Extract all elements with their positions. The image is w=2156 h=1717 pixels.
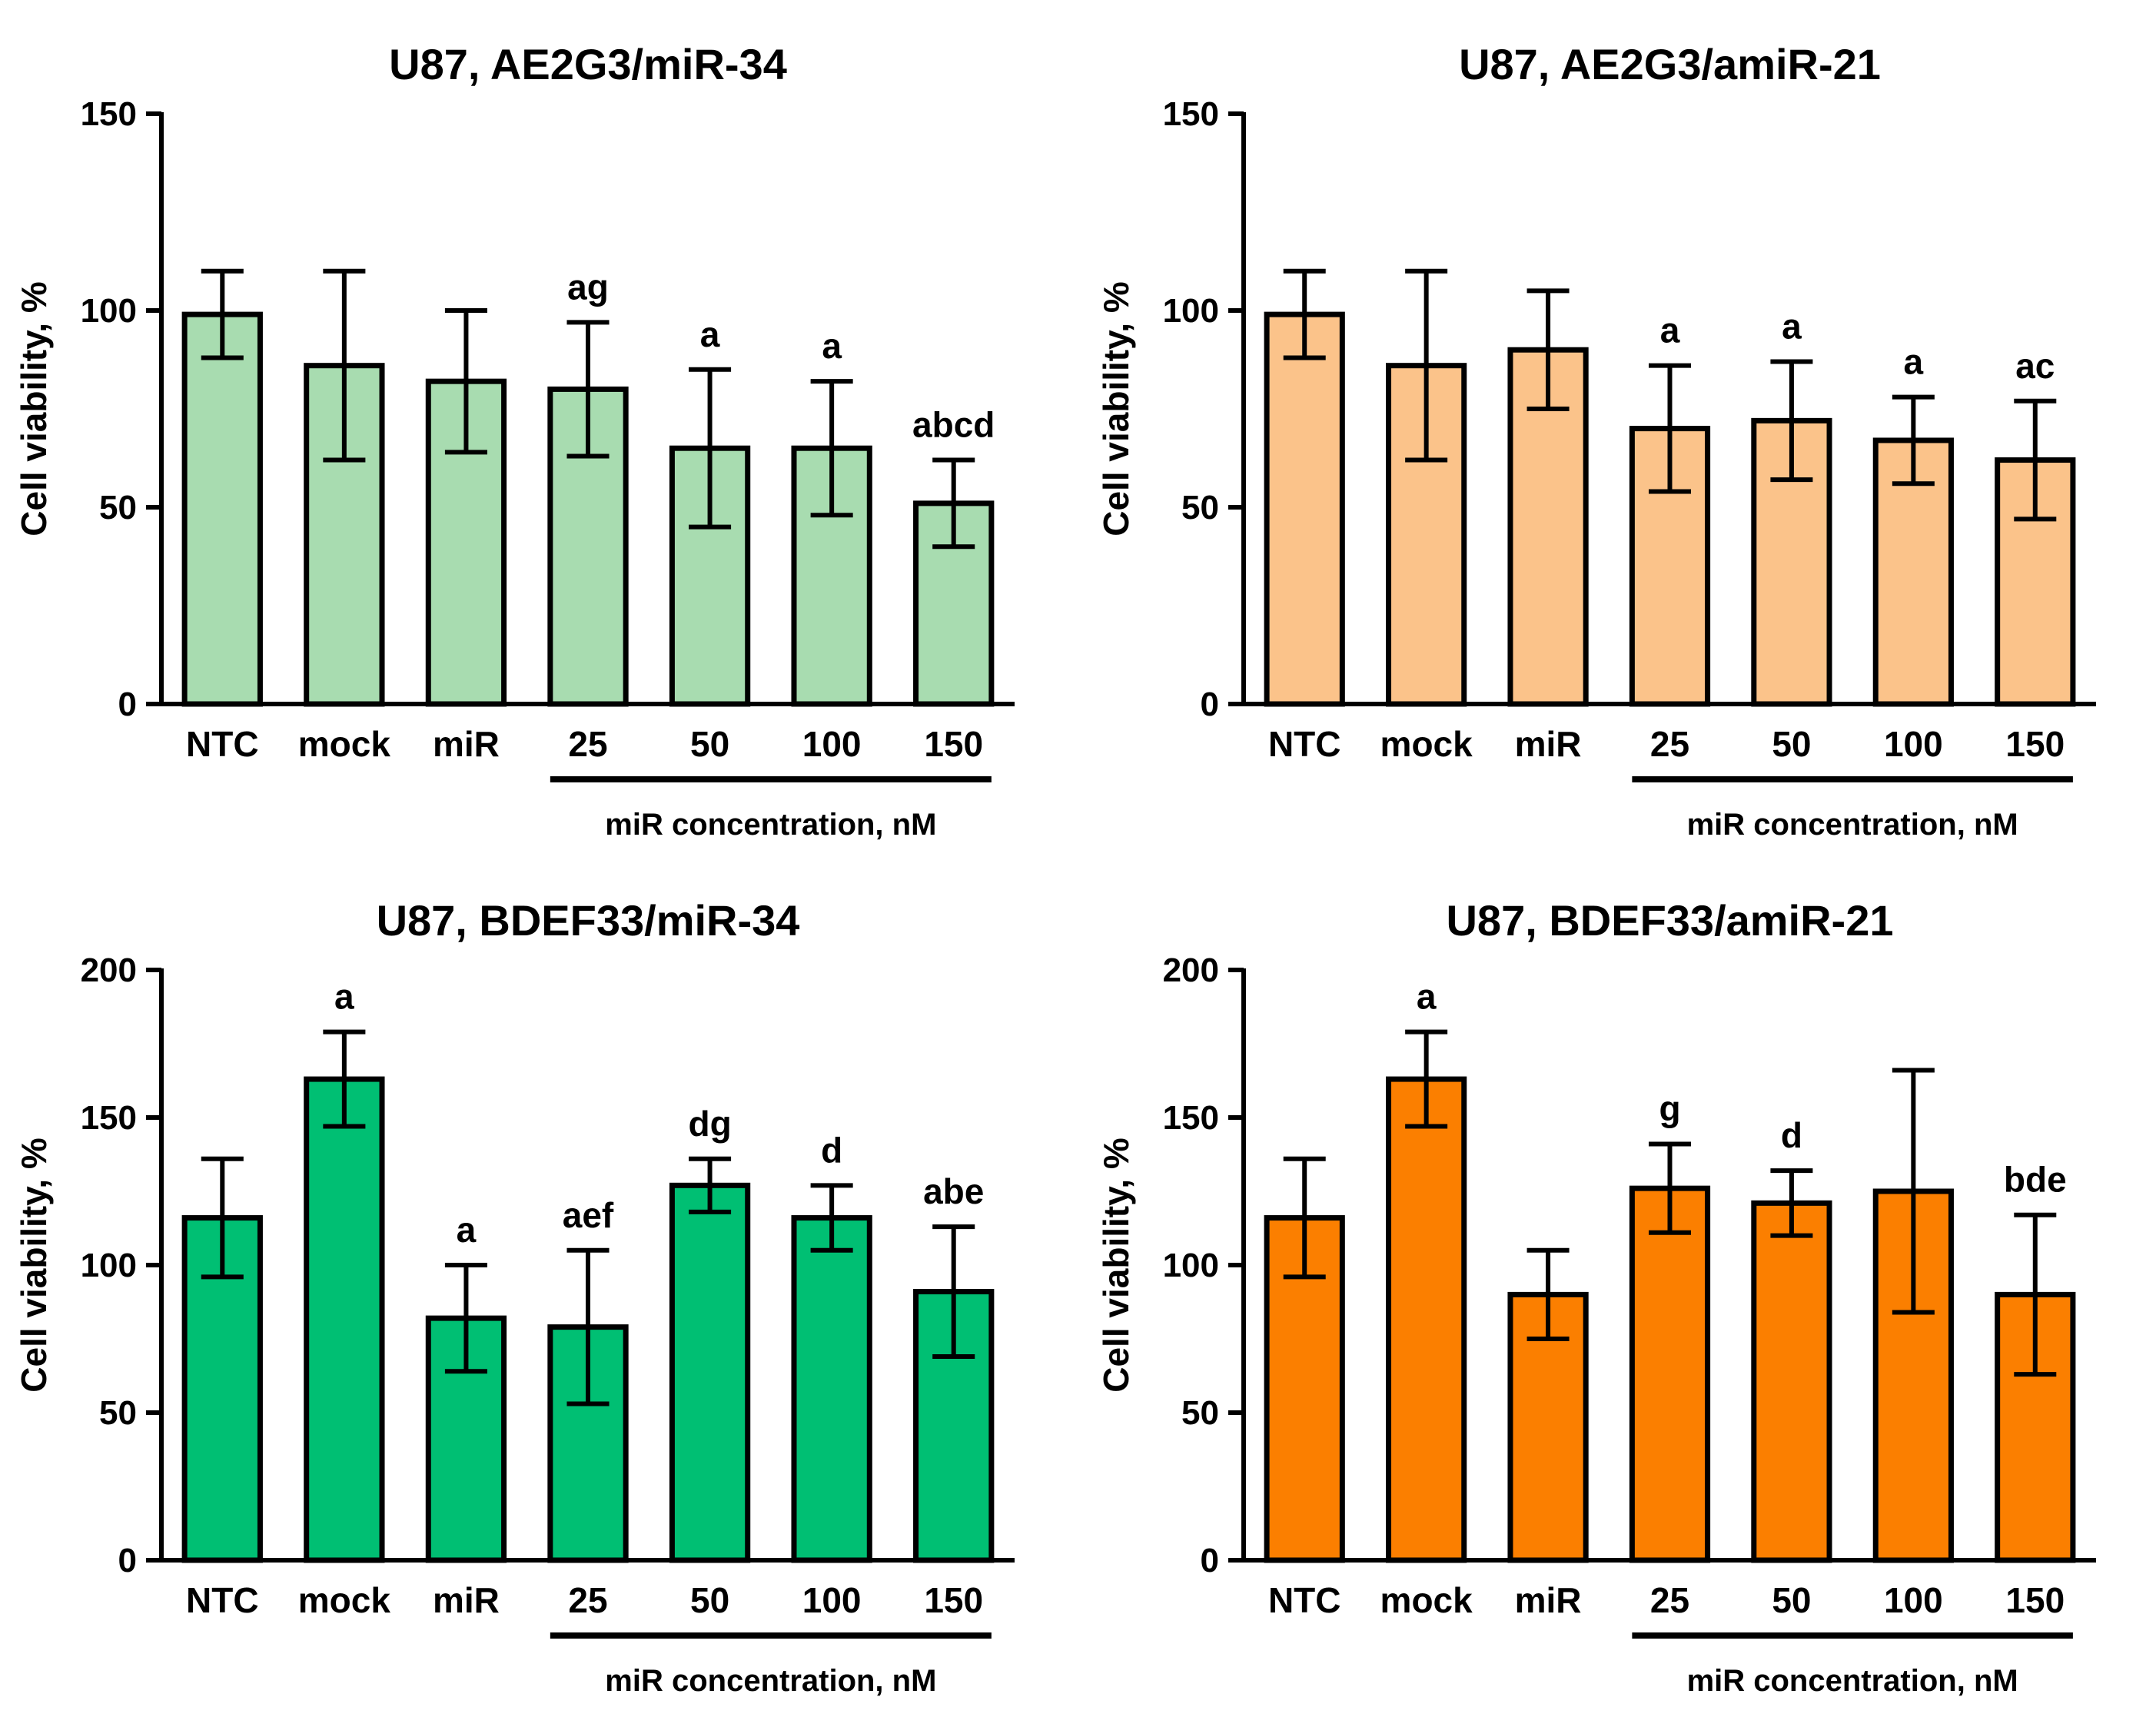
bar-50 (1751, 1200, 1832, 1563)
concentration-label: miR concentration, nM (605, 1664, 936, 1698)
chart-panel-2: U87, AE2G3/amiR-21 Cell viability, % NTC mo… (1096, 40, 2096, 842)
x-tick-label: 25 (568, 724, 607, 764)
chart-title: U87, BDEF33/amiR-21 (1446, 896, 1893, 945)
significance-label: d (1781, 1115, 1802, 1155)
significance-label: a (1782, 307, 1802, 347)
x-tick-label: mock (298, 724, 391, 764)
significance-label: ac (2015, 346, 2055, 386)
bar-mock (304, 1076, 385, 1563)
x-tick-label: miR (1515, 1580, 1582, 1620)
chart-panel-4: U87, BDEF33/amiR-21 Cell viability, % NTC a… (1096, 896, 2096, 1698)
y-tick-label: 100 (1163, 1247, 1219, 1284)
y-tick-label: 0 (118, 1542, 137, 1579)
x-tick-label: 150 (2005, 1580, 2065, 1620)
x-tick-label: miR (433, 724, 500, 764)
x-tick-label: mock (1380, 1580, 1473, 1620)
x-tick-label: 25 (1650, 724, 1689, 764)
bar-50 (669, 1182, 751, 1563)
y-tick-label: 200 (1163, 951, 1219, 989)
significance-label: a (700, 314, 720, 354)
x-tick-label: miR (1515, 724, 1582, 764)
bar-25 (1629, 1185, 1711, 1563)
significance-label: a (334, 977, 354, 1017)
significance-label: a (1660, 311, 1680, 350)
significance-label: d (821, 1130, 842, 1170)
y-tick-label: 50 (99, 1394, 137, 1432)
x-tick-label: 100 (1884, 724, 1943, 764)
x-tick-label: NTC (1268, 1580, 1341, 1620)
x-tick-label: 100 (802, 1580, 862, 1620)
significance-label: ag (567, 267, 609, 307)
x-tick-label: 50 (690, 1580, 729, 1620)
chart-title: U87, AE2G3/miR-34 (389, 40, 787, 88)
y-tick-label: 150 (1163, 95, 1219, 133)
x-tick-label: NTC (186, 724, 259, 764)
bar-mock (1386, 1076, 1467, 1563)
y-axis-label: Cell viability, % (1096, 281, 1136, 536)
x-tick-label: mock (298, 1580, 391, 1620)
y-axis-label: Cell viability, % (14, 281, 54, 536)
x-tick-label: NTC (186, 1580, 259, 1620)
y-tick-label: 50 (1181, 489, 1219, 526)
y-tick-label: 150 (81, 1099, 137, 1137)
x-tick-label: 150 (924, 1580, 983, 1620)
y-tick-label: 100 (81, 292, 137, 330)
x-tick-label: 150 (2005, 724, 2065, 764)
bar-100 (791, 1215, 872, 1563)
y-tick-label: 50 (1181, 1394, 1219, 1432)
chart-panel-1: U87, AE2G3/miR-34 Cell viability, % NTC moc… (14, 40, 1015, 842)
significance-label: bde (2004, 1160, 2067, 1200)
y-tick-label: 150 (1163, 1099, 1219, 1137)
bar-NTC (1264, 311, 1345, 707)
x-tick-label: NTC (1268, 724, 1341, 764)
significance-label: a (457, 1210, 477, 1250)
y-tick-label: 100 (81, 1247, 137, 1284)
x-tick-label: 50 (1772, 1580, 1811, 1620)
y-tick-label: 50 (99, 489, 137, 526)
significance-label: aef (563, 1195, 614, 1235)
x-tick-label: 25 (568, 1580, 607, 1620)
concentration-label: miR concentration, nM (1687, 1664, 2018, 1698)
x-tick-label: 150 (924, 724, 983, 764)
chart-title: U87, AE2G3/amiR-21 (1459, 40, 1881, 88)
y-tick-label: 100 (1163, 292, 1219, 330)
x-tick-label: mock (1380, 724, 1473, 764)
concentration-label: miR concentration, nM (605, 808, 936, 842)
x-tick-label: 50 (690, 724, 729, 764)
y-axis-label: Cell viability, % (14, 1137, 54, 1392)
significance-label: dg (688, 1104, 731, 1144)
bar-NTC (181, 311, 263, 707)
x-tick-label: 25 (1650, 1580, 1689, 1620)
significance-label: a (1417, 977, 1437, 1017)
y-tick-label: 0 (1201, 1542, 1219, 1579)
chart-panel-3: U87, BDEF33/miR-34 Cell viability, % NTC a m… (14, 896, 1015, 1698)
y-tick-label: 200 (81, 951, 137, 989)
significance-label: g (1659, 1089, 1680, 1129)
y-tick-label: 0 (118, 686, 137, 723)
y-tick-label: 150 (81, 95, 137, 133)
y-tick-label: 0 (1201, 686, 1219, 723)
x-tick-label: 100 (802, 724, 862, 764)
significance-label: abe (923, 1171, 984, 1211)
significance-label: a (1904, 342, 1924, 382)
significance-label: abcd (912, 405, 995, 445)
x-tick-label: 50 (1772, 724, 1811, 764)
x-tick-label: 100 (1884, 1580, 1943, 1620)
x-tick-label: miR (433, 1580, 500, 1620)
concentration-label: miR concentration, nM (1687, 808, 2018, 842)
chart-title: U87, BDEF33/miR-34 (377, 896, 800, 945)
significance-label: a (822, 326, 842, 366)
y-axis-label: Cell viability, % (1096, 1137, 1136, 1392)
